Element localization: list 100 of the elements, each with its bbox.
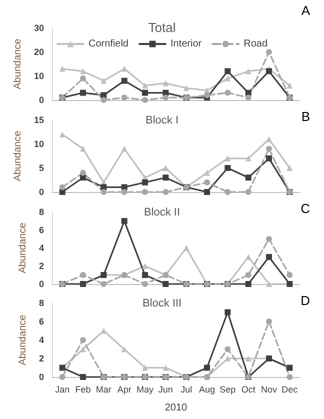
- point: [59, 66, 66, 72]
- point: [162, 80, 169, 86]
- point: [266, 136, 272, 142]
- y-axis-title: Abundance: [12, 130, 24, 182]
- point: [183, 85, 190, 91]
- point: [162, 281, 169, 287]
- point: [100, 281, 107, 287]
- x-tick-label: Feb: [75, 384, 91, 394]
- y-tick-label: 8: [38, 298, 44, 308]
- point: [266, 49, 272, 55]
- point: [80, 374, 86, 380]
- point: [245, 68, 252, 74]
- point: [286, 272, 293, 278]
- point: [59, 131, 66, 138]
- point: [121, 189, 128, 195]
- point: [224, 90, 231, 96]
- y-tick-label: 10: [34, 139, 44, 149]
- point: [80, 75, 86, 82]
- point: [121, 78, 128, 84]
- point: [245, 174, 252, 181]
- point: [80, 272, 86, 278]
- chart-title: Block I: [145, 114, 179, 126]
- point: [142, 272, 148, 278]
- legend-label: Road: [244, 38, 268, 50]
- point: [245, 254, 252, 260]
- point: [204, 189, 210, 195]
- point: [121, 184, 128, 190]
- text: C: [300, 201, 310, 216]
- point: [286, 82, 293, 89]
- point: [183, 245, 190, 251]
- y-axis-title: Abundance: [18, 314, 28, 366]
- chart-title: Total: [148, 20, 176, 35]
- y-tick-label: 2: [38, 354, 44, 364]
- point: [100, 78, 107, 84]
- y-tick-label: 2: [38, 261, 44, 271]
- y-tick-label: 30: [34, 23, 44, 33]
- point: [121, 66, 128, 72]
- point: [266, 146, 272, 152]
- point: [204, 179, 210, 186]
- point: [224, 309, 231, 316]
- point: [224, 165, 231, 171]
- point: [245, 281, 252, 287]
- point: [162, 364, 169, 371]
- point: [245, 94, 252, 101]
- point: [204, 92, 210, 98]
- text: B: [301, 109, 310, 124]
- point: [121, 146, 128, 152]
- x-tick-label: Oct: [241, 384, 256, 394]
- point: [245, 155, 252, 162]
- point: [100, 97, 107, 103]
- point: [245, 356, 252, 362]
- y-tick-label: 4: [38, 335, 44, 345]
- y-tick-label: 6: [38, 225, 44, 235]
- point: [142, 281, 148, 287]
- point: [80, 90, 86, 96]
- point: [59, 184, 66, 190]
- y-tick-label: 8: [38, 207, 44, 217]
- x-tick-label: Aug: [198, 384, 216, 394]
- point: [162, 94, 169, 101]
- point: [142, 97, 148, 103]
- point: [142, 82, 148, 89]
- y-tick-label: 0: [38, 372, 44, 382]
- x-tick-label: Jan: [55, 384, 70, 394]
- point: [100, 189, 107, 195]
- x-tick-label: Jul: [180, 384, 192, 394]
- point: [224, 75, 231, 82]
- point: [80, 146, 86, 152]
- y-tick-label: 0: [38, 95, 44, 105]
- point: [121, 218, 128, 224]
- point: [162, 174, 169, 181]
- x-tick-label: Nov: [260, 384, 278, 394]
- x-axis-title: 2010: [164, 402, 188, 414]
- chart-title: Block III: [142, 298, 182, 310]
- y-tick-label: 4: [38, 243, 44, 253]
- point: [224, 68, 231, 74]
- x-tick-label: Apr: [117, 384, 132, 394]
- point: [224, 346, 231, 352]
- point: [142, 179, 148, 186]
- point: [100, 184, 107, 190]
- point: [266, 254, 272, 260]
- y-tick-label: 6: [38, 316, 44, 326]
- point: [286, 165, 293, 171]
- x-tick-label: Sep: [220, 384, 236, 394]
- point: [80, 68, 86, 74]
- point: [266, 68, 272, 74]
- point: [266, 281, 272, 287]
- text: D: [300, 293, 310, 308]
- y-tick-label: 0: [38, 279, 44, 289]
- point: [142, 90, 148, 96]
- point: [266, 318, 272, 324]
- x-tick-label: Mar: [96, 384, 112, 394]
- x-tick-label: Dec: [282, 384, 298, 394]
- point: [59, 374, 66, 380]
- point: [162, 189, 169, 195]
- point: [245, 189, 252, 195]
- y-tick-label: 20: [34, 47, 44, 57]
- y-axis-title: Abundance: [18, 222, 28, 274]
- point: [286, 374, 293, 380]
- point: [204, 170, 210, 176]
- point: [266, 236, 272, 242]
